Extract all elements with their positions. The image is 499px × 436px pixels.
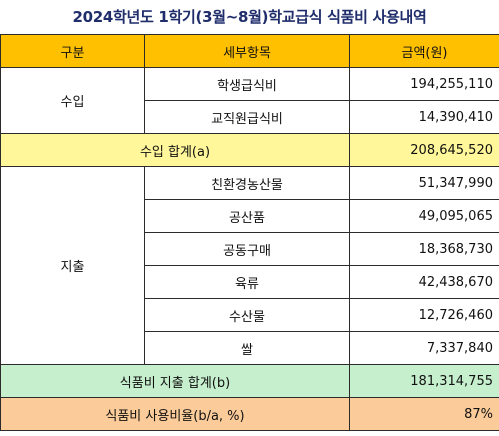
table-row: 쌀 7,337,840 [1,331,499,365]
expense-item-amount: 12,726,460 [349,298,499,332]
table-header-row: 구분 세부항목 금액(원) [0,34,499,68]
expense-total-amount: 181,314,755 [349,364,499,398]
expense-item-label: 친환경농산물 [144,166,350,200]
income-total-row: 수입 합계(a) 208,645,520 [0,133,499,167]
table-row: 육류 42,438,670 [1,265,499,299]
income-item-amount: 14,390,410 [349,100,499,134]
header-item: 세부항목 [144,34,350,68]
expense-item-label: 공동구매 [144,232,350,266]
expense-item-label: 쌀 [144,331,350,365]
food-expense-table: 구분 세부항목 금액(원) 수입 학생급식비 194,255,110 교직원급식… [0,34,499,431]
table-row: 수산물 12,726,460 [1,298,499,332]
expense-item-amount: 42,438,670 [349,265,499,299]
income-category-label: 수입 [0,67,145,134]
income-total-amount: 208,645,520 [349,133,499,167]
table-row: 교직원급식비 14,390,410 [1,100,499,134]
header-amount: 금액(원) [349,34,499,68]
expense-item-amount: 51,347,990 [349,166,499,200]
expense-category-label: 지출 [0,166,145,365]
table-row: 공산품 49,095,065 [1,199,499,233]
income-item-label: 학생급식비 [144,67,350,101]
income-item-amount: 194,255,110 [349,67,499,101]
expense-item-label: 공산품 [144,199,350,233]
expense-item-label: 수산물 [144,298,350,332]
ratio-label: 식품비 사용비율(b/a, %) [0,397,350,431]
expense-total-label: 식품비 지출 합계(b) [0,364,350,398]
header-category: 구분 [0,34,145,68]
expense-item-amount: 18,368,730 [349,232,499,266]
ratio-value: 87% [349,397,499,431]
income-item-label: 교직원급식비 [144,100,350,134]
table-row: 지출 친환경농산물 51,347,990 [0,166,499,365]
expense-item-amount: 49,095,065 [349,199,499,233]
ratio-row: 식품비 사용비율(b/a, %) 87% [0,397,499,431]
expense-item-amount: 7,337,840 [349,331,499,365]
report-title: 2024학년도 1학기(3월~8월)학교급식 식품비 사용내역 [72,8,427,26]
table-row: 공동구매 18,368,730 [1,232,499,266]
income-total-label: 수입 합계(a) [0,133,350,167]
table-row: 수입 학생급식비 194,255,110 [0,67,499,134]
expense-item-label: 육류 [144,265,350,299]
expense-total-row: 식품비 지출 합계(b) 181,314,755 [0,364,499,398]
